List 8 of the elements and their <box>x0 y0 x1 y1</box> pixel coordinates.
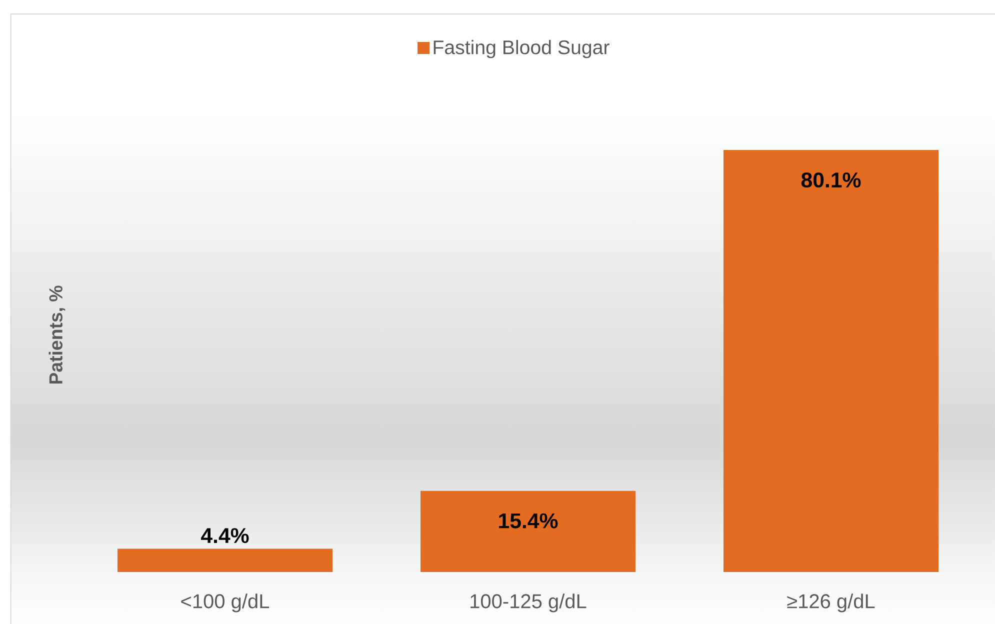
x-tick-label: <100 g/dL <box>181 594 270 612</box>
y-axis-title: Patients, % <box>48 286 66 384</box>
data-label: 4.4% <box>201 528 249 544</box>
x-tick-label: ≥126 g/dL <box>787 594 875 612</box>
data-label: 80.1% <box>801 172 861 188</box>
legend-label: Fasting Blood Sugar <box>434 40 610 58</box>
x-tick-label: 100-125 g/dL <box>470 594 586 612</box>
data-label: 15.4% <box>499 513 558 528</box>
